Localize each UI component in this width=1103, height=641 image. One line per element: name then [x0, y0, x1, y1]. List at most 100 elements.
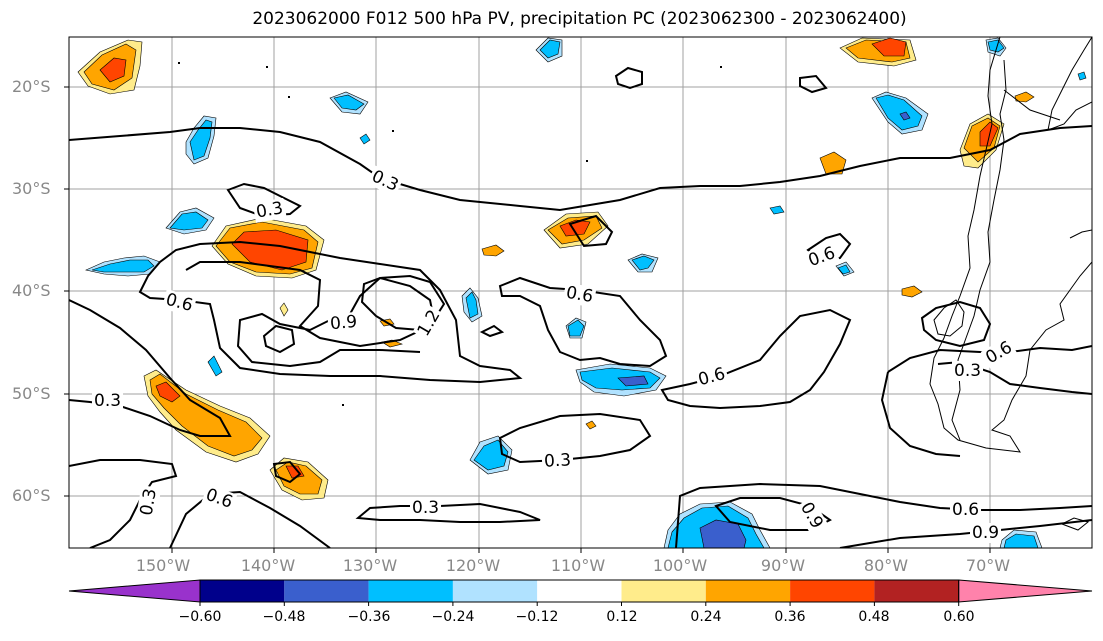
pv-contour	[568, 214, 614, 248]
pv-contour	[614, 66, 643, 90]
pv-contour	[69, 299, 232, 437]
precip-blob	[91, 259, 155, 273]
precip-blob	[631, 255, 655, 271]
contour-specks	[178, 62, 722, 406]
pv-contour	[272, 460, 302, 484]
lon-label: 150°W	[135, 556, 191, 575]
lon-label: 80°W	[863, 556, 909, 575]
colorbar-extend-high	[958, 579, 1093, 603]
colorbar-segment	[790, 580, 875, 602]
pv-contour	[799, 74, 828, 94]
lat-label: 40°S	[12, 281, 51, 300]
contour-label-halo	[795, 497, 828, 534]
colorbar-frame	[199, 579, 960, 603]
speck	[392, 130, 394, 132]
lon-label: 120°W	[445, 556, 501, 575]
precip-blob	[465, 291, 479, 319]
lon-label: 90°W	[760, 556, 806, 575]
contour-labels: 0.3 0.3 0.6 0.9 1.2 0.6 0.6 0.3 0.6 0.3 …	[92, 165, 1018, 543]
colorbar-tick-label: 0.60	[943, 609, 975, 625]
precip-blob	[155, 381, 181, 403]
precip-shading	[77, 37, 1087, 548]
speck	[178, 62, 180, 64]
colorbar-extend-low	[68, 579, 201, 603]
precip-blob	[279, 302, 289, 317]
colorbar-segment	[452, 580, 538, 602]
coastline-islands	[933, 299, 965, 337]
colorbar-segment	[368, 580, 453, 602]
lon-label: 70°W	[965, 556, 1011, 575]
precip-blob	[837, 264, 851, 275]
precip-blob	[567, 319, 585, 337]
pv-contour	[138, 240, 523, 384]
colorbar-tick-label: −0.48	[262, 609, 306, 625]
pv-contour	[479, 324, 505, 338]
precip-blob	[901, 285, 923, 298]
contour-label-halo	[327, 311, 360, 335]
colorbar-segment	[621, 580, 706, 602]
colorbar-tick-label: −0.36	[347, 609, 391, 625]
pv-contour	[169, 490, 331, 548]
pv-contour	[69, 125, 1092, 212]
pv-contour	[880, 371, 961, 457]
contour-label-halo	[201, 484, 238, 514]
precip-blob	[979, 121, 999, 147]
speck	[720, 66, 722, 68]
contour-label-halo	[410, 498, 442, 518]
pv-contour	[920, 300, 992, 348]
precip-blob	[1003, 533, 1039, 548]
colorbar-segment	[874, 580, 959, 602]
coastline-south-america	[929, 37, 1092, 453]
speck	[288, 96, 290, 98]
pv-contour	[498, 412, 652, 464]
precip-blob	[359, 133, 371, 145]
contour-label: 0.3	[255, 198, 285, 222]
colorbar-segment	[200, 580, 285, 602]
pv-contours	[69, 66, 1092, 548]
pv-contour	[675, 482, 1092, 548]
colorbar	[68, 579, 1093, 606]
precip-blob	[585, 420, 597, 430]
coastline-falklands	[1060, 517, 1090, 531]
precip-blob	[1014, 91, 1035, 103]
axis-ticks	[64, 86, 991, 553]
precip-blob	[819, 151, 847, 175]
colorbar-segment	[284, 580, 369, 602]
precip-blob	[875, 94, 923, 131]
contour-label: 0.3	[94, 391, 121, 411]
precip-blob	[899, 111, 911, 121]
lat-label: 30°S	[12, 179, 51, 198]
contour-label: 0.3	[544, 450, 572, 471]
contour-label-halo	[541, 450, 574, 472]
lon-label: 100°W	[652, 556, 708, 575]
contour-label: 0.6	[564, 283, 594, 307]
contour-label-halo	[950, 500, 982, 520]
speck	[266, 66, 268, 68]
pv-contour	[714, 497, 832, 531]
colorbar-tick-label: −0.60	[178, 609, 222, 625]
contour-label: 0.6	[952, 500, 979, 520]
precip-blob	[169, 211, 209, 231]
contour-label-halo	[161, 289, 197, 317]
contour-label-halo	[694, 363, 730, 391]
contour-label: 0.3	[954, 361, 981, 381]
lon-label: 110°W	[550, 556, 606, 575]
precip-blob	[99, 57, 127, 83]
contour-label: 0.3	[137, 487, 161, 517]
precip-blob	[481, 244, 505, 257]
colorbar-segment	[705, 580, 791, 602]
speck	[586, 160, 588, 162]
precip-blob	[559, 219, 591, 237]
colorbar-tick-label: 0.36	[774, 609, 806, 625]
precip-blob	[473, 439, 509, 471]
contour-label-halo	[980, 336, 1018, 370]
contour-label: 0.3	[412, 498, 439, 518]
contour-label: 0.9	[972, 523, 999, 543]
pv-contour	[262, 324, 296, 354]
colorbar-tick-label: 0.12	[606, 609, 638, 625]
precip-blob	[539, 39, 561, 59]
lon-label: 140°W	[240, 556, 296, 575]
pv-contour	[355, 502, 541, 523]
border-argentina	[1003, 89, 1061, 121]
